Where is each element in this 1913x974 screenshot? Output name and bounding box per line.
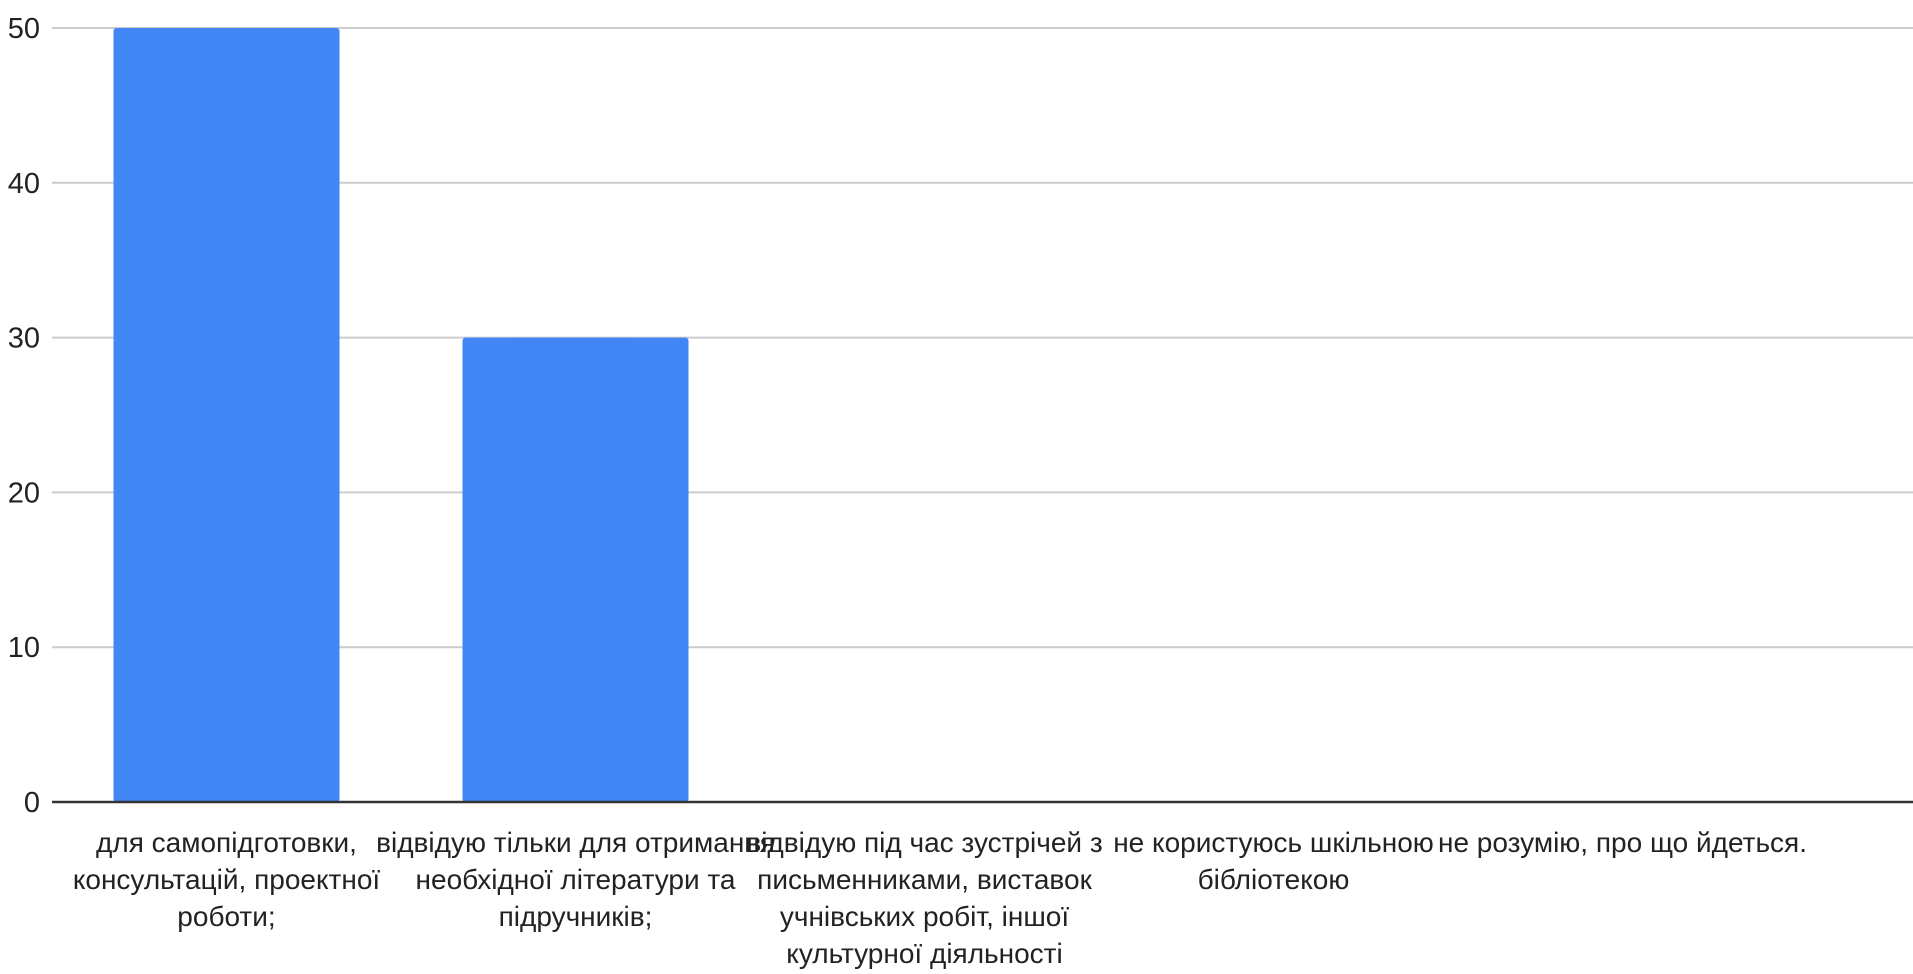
bars: [113, 28, 689, 802]
y-tick-label: 20: [8, 477, 40, 509]
x-category-label: відвідую тільки для отримання необхідної …: [376, 827, 775, 932]
x-category-label-line: для самопідготовки,: [96, 827, 357, 858]
x-category-label-line: не користуюсь шкільною: [1113, 827, 1434, 858]
bar: [462, 337, 689, 802]
x-category-label-line: бібліотекою: [1198, 864, 1350, 895]
x-category-label: для самопідготовки, консультацій, проектн…: [73, 827, 381, 932]
x-category-label-line: учнівських робіт, іншої: [780, 901, 1069, 932]
x-category-label-line: відвідую тільки для отримання: [376, 827, 775, 858]
x-category-label-line: консультацій, проектної: [73, 864, 381, 895]
gridlines: [52, 27, 1913, 649]
x-axis-category-labels: для самопідготовки, консультацій, проектн…: [73, 827, 1807, 969]
y-tick-label: 10: [8, 632, 40, 664]
x-category-label-line: письменниками, виставок: [757, 864, 1092, 895]
y-tick-label: 30: [8, 323, 40, 355]
x-category-label: не розумію, про що йдеться.: [1438, 827, 1807, 858]
x-category-label-line: відвідую під час зустрічей з: [746, 827, 1102, 858]
x-category-label-line: не розумію, про що йдеться.: [1438, 827, 1807, 858]
y-axis-tick-labels: 0 10 20 30 40 50: [8, 13, 40, 819]
y-tick-label: 50: [8, 13, 40, 45]
x-category-label: відвідую під час зустрічей з письменникам…: [746, 827, 1102, 969]
bar: [113, 28, 340, 802]
y-tick-label: 0: [24, 787, 40, 819]
x-category-label-line: культурної діяльності: [786, 938, 1062, 969]
x-category-label-line: необхідної літератури та: [416, 864, 736, 895]
x-category-label: не користуюсь шкільною бібліотекою: [1113, 827, 1434, 895]
y-tick-label: 40: [8, 168, 40, 200]
x-category-label-line: підручників;: [499, 901, 653, 932]
x-category-label-line: роботи;: [177, 901, 275, 932]
